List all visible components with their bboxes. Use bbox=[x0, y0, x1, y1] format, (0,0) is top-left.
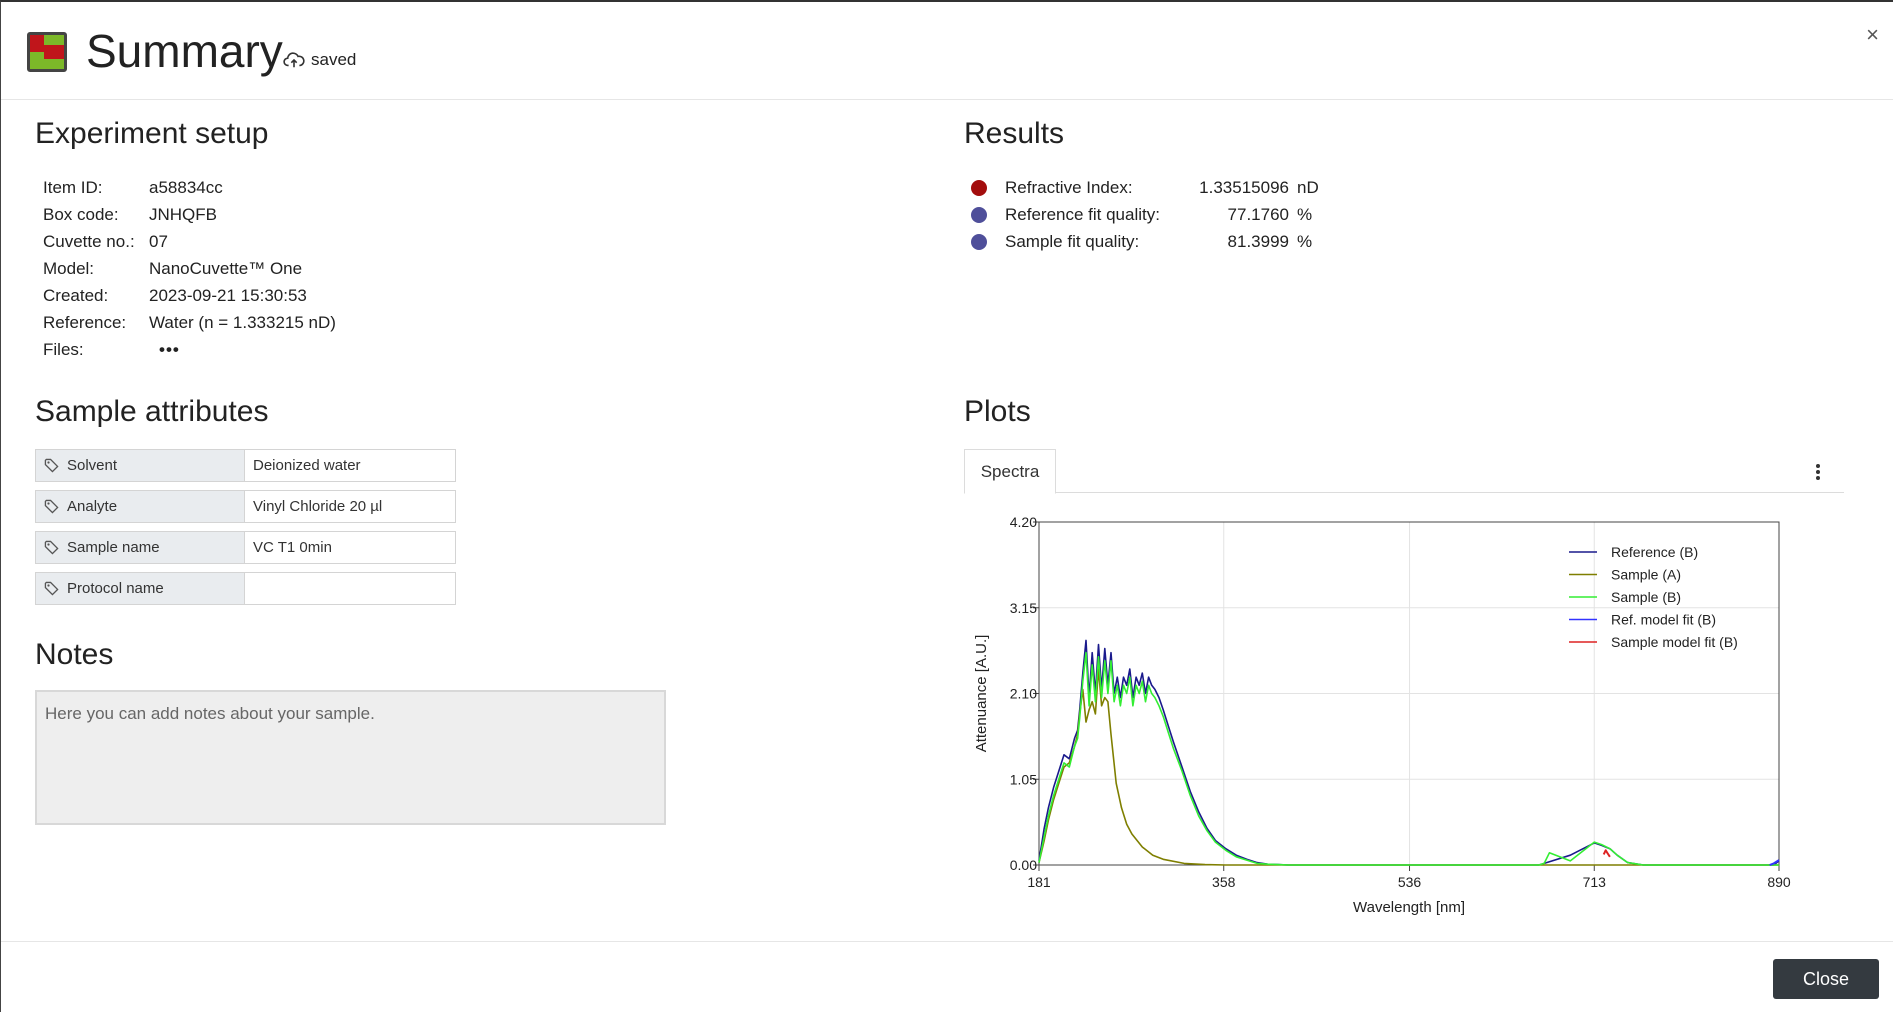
saved-label: saved bbox=[311, 50, 357, 69]
field-value: NanoCuvette™ One bbox=[149, 258, 303, 278]
result-label: Sample fit quality: bbox=[1005, 231, 1140, 251]
status-dot-icon bbox=[971, 206, 987, 223]
saved-status: saved bbox=[283, 50, 356, 70]
close-button[interactable]: Close bbox=[1773, 959, 1879, 999]
list-item: Reference fit quality: 77.1760 % bbox=[971, 201, 1319, 228]
series-line-5 bbox=[1602, 849, 1611, 858]
tab-spectra[interactable]: Spectra bbox=[964, 449, 1056, 494]
list-item: Files: ••• bbox=[43, 336, 336, 363]
tag-icon bbox=[44, 458, 59, 473]
status-dot-icon bbox=[971, 179, 987, 196]
more-options-icon[interactable] bbox=[1813, 462, 1823, 482]
attribute-name: Sample name bbox=[67, 539, 160, 556]
field-label: Files: bbox=[43, 339, 84, 359]
dialog-header: Summary saved × bbox=[1, 2, 1893, 100]
result-label: Reference fit quality: bbox=[1005, 204, 1160, 224]
table-row: Solvent Deionized water bbox=[35, 449, 456, 482]
legend-label: Ref. model fit (B) bbox=[1611, 612, 1716, 628]
footer-divider bbox=[1, 941, 1893, 942]
attribute-name: Analyte bbox=[67, 498, 118, 515]
y-axis-label: Attenuance [A.U.] bbox=[973, 635, 990, 753]
list-item: Created: 2023-09-21 15:30:53 bbox=[43, 282, 336, 309]
tag-icon bbox=[44, 540, 59, 555]
y-tick-label: 3.15 bbox=[1010, 600, 1037, 616]
y-tick-label: 2.10 bbox=[1010, 686, 1037, 702]
page-title: Summary bbox=[86, 25, 283, 77]
result-value: 77.1760 bbox=[1227, 204, 1289, 224]
attribute-name: Solvent bbox=[67, 457, 118, 474]
list-item: Box code: JNHQFB bbox=[43, 201, 336, 228]
experiment-setup-list: Item ID: a58834cc Box code: JNHQFB Cuvette… bbox=[43, 174, 336, 363]
sample-attributes-heading: Sample attributes bbox=[35, 395, 269, 428]
field-label: Box code: bbox=[43, 204, 119, 224]
field-value: 07 bbox=[149, 231, 168, 251]
field-label: Cuvette no.: bbox=[43, 231, 135, 251]
experiment-setup-heading: Experiment setup bbox=[35, 117, 269, 150]
x-tick-label: 536 bbox=[1398, 874, 1422, 890]
legend-label: Sample (B) bbox=[1611, 589, 1681, 605]
notes-textarea[interactable]: Here you can add notes about your sample… bbox=[35, 690, 666, 825]
x-tick-label: 181 bbox=[1027, 874, 1051, 890]
result-label: Refractive Index: bbox=[1005, 177, 1133, 197]
field-value: Water (n = 1.333215 nD) bbox=[149, 312, 336, 332]
legend-label: Reference (B) bbox=[1611, 544, 1698, 560]
list-item: Sample fit quality: 81.3999 % bbox=[971, 228, 1319, 255]
attribute-name-cell: Analyte bbox=[36, 491, 245, 522]
table-row: Protocol name bbox=[35, 572, 456, 605]
list-item: Model: NanoCuvette™ One bbox=[43, 255, 336, 282]
x-axis-label: Wavelength [nm] bbox=[1353, 899, 1465, 916]
series-line-4 bbox=[1769, 859, 1780, 866]
attribute-value-field[interactable] bbox=[245, 573, 455, 604]
field-label: Created: bbox=[43, 285, 109, 305]
notes-heading: Notes bbox=[35, 638, 114, 671]
close-icon[interactable]: × bbox=[1866, 22, 1879, 47]
table-row: Analyte Vinyl Chloride 20 µl bbox=[35, 490, 456, 523]
y-tick-label: 4.20 bbox=[1010, 514, 1037, 530]
list-item: Item ID: a58834cc bbox=[43, 174, 336, 201]
sample-attributes-table: Solvent Deionized water Analyte Vinyl Ch… bbox=[35, 449, 456, 613]
field-label: Model: bbox=[43, 258, 95, 278]
attribute-name-cell: Sample name bbox=[36, 532, 245, 563]
field-value: JNHQFB bbox=[149, 204, 217, 224]
result-unit: % bbox=[1297, 204, 1313, 224]
field-label: Reference: bbox=[43, 312, 127, 332]
attribute-name-cell: Solvent bbox=[36, 450, 245, 481]
table-row: Sample name VC T1 0min bbox=[35, 531, 456, 564]
series-line-3 bbox=[1038, 651, 1779, 866]
list-item: Cuvette no.: 07 bbox=[43, 228, 336, 255]
cloud-upload-icon bbox=[283, 52, 305, 68]
list-item: Reference: Water (n = 1.333215 nD) bbox=[43, 309, 336, 336]
status-dot-icon bbox=[971, 233, 987, 250]
app-logo bbox=[27, 32, 67, 72]
x-tick-label: 713 bbox=[1583, 874, 1607, 890]
field-value: 2023-09-21 15:30:53 bbox=[149, 285, 307, 305]
results-heading: Results bbox=[964, 117, 1065, 150]
result-unit: nD bbox=[1297, 177, 1319, 197]
plots-heading: Plots bbox=[964, 395, 1031, 428]
attribute-name-cell: Protocol name bbox=[36, 573, 245, 604]
attribute-value-field[interactable]: VC T1 0min bbox=[245, 532, 455, 563]
y-tick-label: 1.05 bbox=[1010, 771, 1037, 787]
plots-tabbar: Spectra bbox=[964, 449, 1844, 494]
result-value: 81.3999 bbox=[1227, 231, 1289, 251]
attribute-value-field[interactable]: Deionized water bbox=[245, 450, 455, 481]
field-value: a58834cc bbox=[149, 177, 223, 197]
list-item: Refractive Index: 1.33515096 nD bbox=[971, 174, 1319, 201]
attribute-name: Protocol name bbox=[67, 580, 164, 597]
legend-label: Sample model fit (B) bbox=[1611, 634, 1738, 650]
spectra-chart: 0.00 1.05 2.10 3.15 4.20 181 358 536 713 890 Wavel… bbox=[973, 514, 1791, 916]
attribute-value-field[interactable]: Vinyl Chloride 20 µl bbox=[245, 491, 455, 522]
files-more-button[interactable]: ••• bbox=[159, 339, 180, 359]
x-tick-label: 890 bbox=[1767, 874, 1791, 890]
x-tick-label: 358 bbox=[1212, 874, 1236, 890]
field-label: Item ID: bbox=[43, 177, 103, 197]
result-value: 1.33515096 bbox=[1199, 177, 1289, 197]
tag-icon bbox=[44, 581, 59, 596]
result-unit: % bbox=[1297, 231, 1313, 251]
results-list: Refractive Index: 1.33515096 nD Referenc… bbox=[971, 174, 1319, 255]
tag-icon bbox=[44, 499, 59, 514]
legend-label: Sample (A) bbox=[1611, 567, 1681, 583]
y-tick-label: 0.00 bbox=[1010, 857, 1037, 873]
